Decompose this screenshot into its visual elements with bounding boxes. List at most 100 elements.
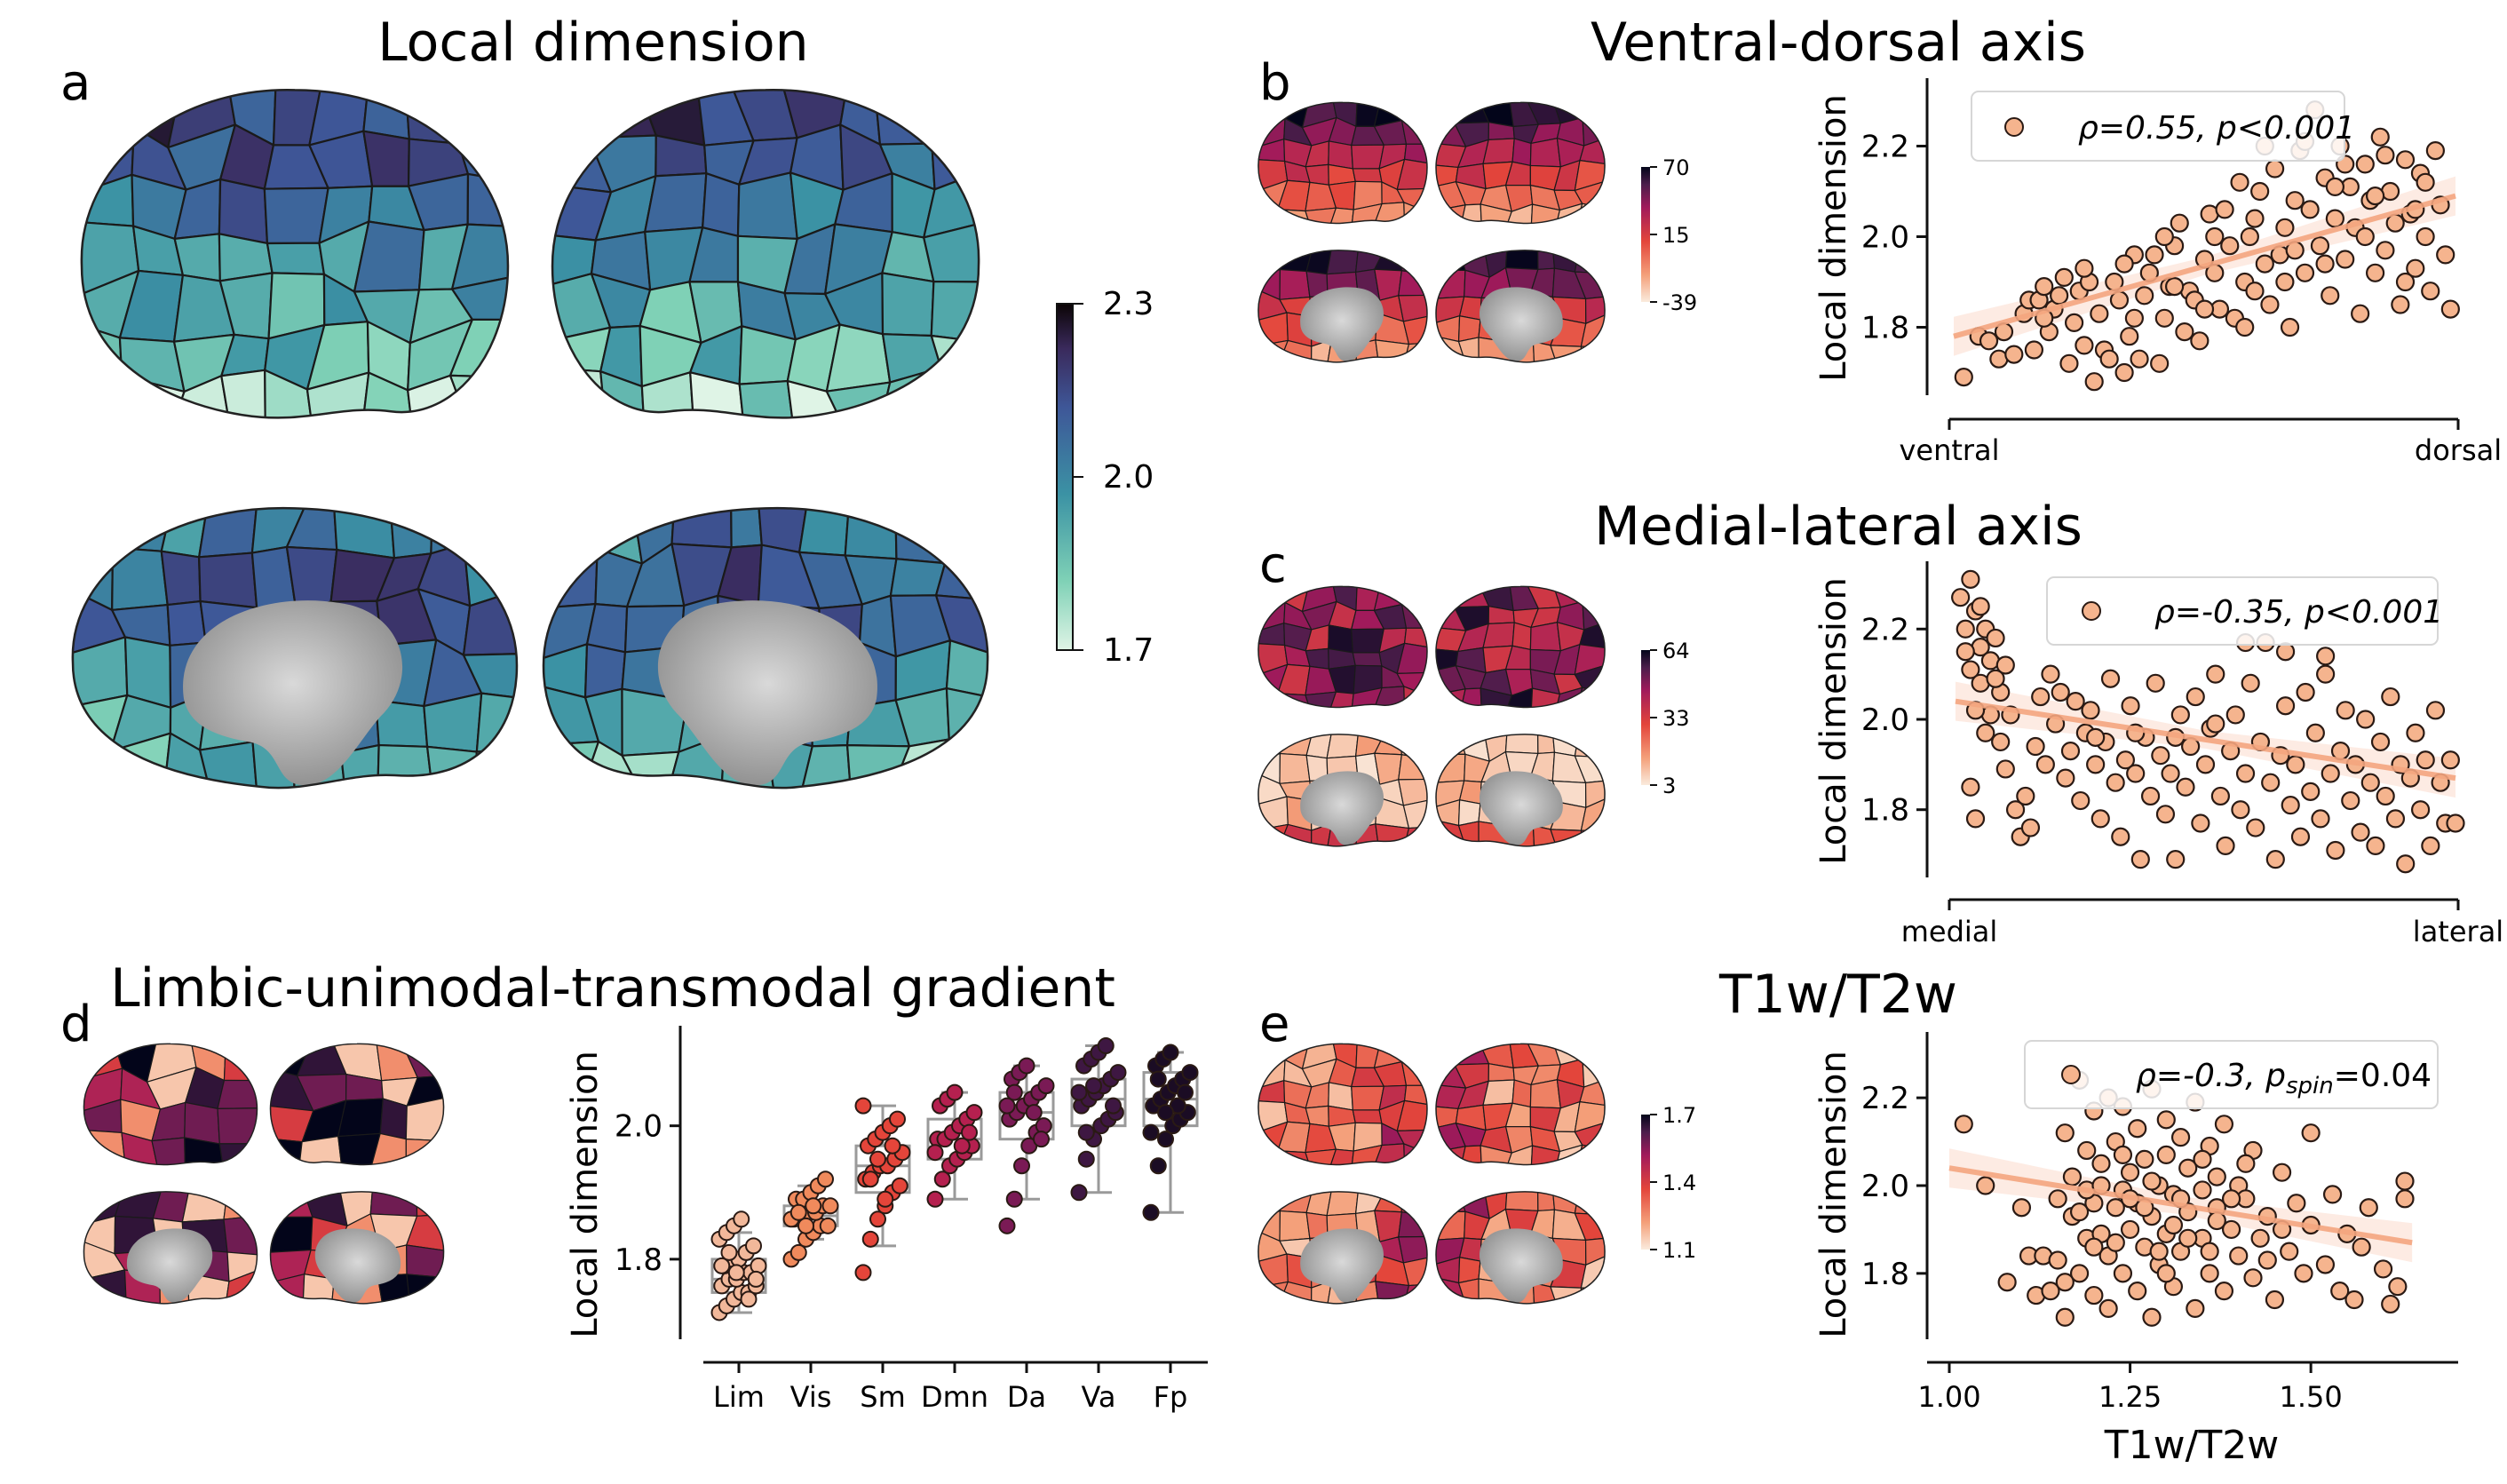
boxplot-d-ytick-0: 1.8	[615, 1242, 662, 1278]
scatter-c-point-70	[2241, 673, 2260, 693]
boxplot-d-point-sm-21	[884, 1137, 901, 1155]
boxplot-d-point-lim-16	[745, 1237, 762, 1255]
colorbar-e: 1.7 1.4 1.1	[1641, 1103, 1696, 1263]
scatter-e-point-103	[2142, 1171, 2162, 1191]
boxplot-d-point-dmn-15	[953, 1137, 971, 1155]
brain-a-right-medial	[542, 506, 989, 790]
scatter-b-point-97	[2325, 177, 2344, 196]
scatter-c-point-94	[2360, 773, 2380, 792]
scatter-c-point-98	[2381, 686, 2400, 707]
brain-b-right-lateral	[1435, 101, 1606, 225]
scatter-c-ytick-0: 1.8	[1861, 793, 1909, 829]
scatter-e-ytick-1: 2.0	[1861, 1169, 1909, 1204]
scatter-e-legend: ρ=-0.3, pspin=0.04	[2024, 1040, 2439, 1109]
scatter-b-point-82	[2395, 150, 2416, 170]
scatter-b-point-21	[2090, 304, 2109, 323]
title-a: Local dimension	[377, 12, 808, 74]
scatter-e-ylabel: Local dimension	[1813, 1051, 1854, 1338]
scatter-c-point-77	[2275, 696, 2296, 716]
scatter-e-point-0	[1954, 1115, 1973, 1134]
boxplot-d-xtick-1: Vis	[790, 1380, 832, 1414]
scatter-c-point-44	[2111, 827, 2130, 846]
brain-b-left-medial	[1257, 250, 1428, 363]
brain-e-left-lateral	[1257, 1043, 1428, 1166]
boxplot-d-point-sm-17	[854, 1097, 872, 1115]
scatter-e-point-84	[2373, 1259, 2393, 1279]
scatter-b-point-16	[2065, 313, 2084, 332]
boxplot-d-xtick-2: Sm	[860, 1380, 905, 1414]
scatter-b-point-70	[2336, 250, 2355, 269]
scatter-c-point-63	[2206, 664, 2225, 684]
boxplot-d-point-dmn-11	[965, 1104, 983, 1122]
scatter-e-point-92	[2163, 1215, 2184, 1235]
scatter-e-point-34	[2128, 1119, 2147, 1139]
scatter-b-point-100	[2235, 317, 2255, 337]
scatter-e-fit-line	[1948, 1165, 2413, 1246]
scatter-b-point-23	[2099, 349, 2119, 369]
boxplot-d-xtick-0: Lim	[713, 1380, 765, 1414]
scatter-e-point-81	[2344, 1290, 2364, 1310]
scatter-e-point-74	[2294, 1264, 2313, 1283]
brain-surfaces	[71, 89, 1606, 1305]
scatter-e-point-110	[2156, 1264, 2176, 1283]
scatter-b-point-80	[2385, 213, 2405, 233]
scatter-c-point-110	[2440, 750, 2460, 770]
brain-b-right-medial	[1435, 250, 1606, 363]
scatter-c-point-80	[2290, 827, 2311, 846]
brain-d-right-medial	[269, 1191, 445, 1305]
scatter-c-point-59	[2186, 686, 2205, 707]
scatter-c-point-54	[2161, 764, 2180, 783]
boxplot-d-point-da-18	[1005, 1083, 1023, 1101]
boxplot-d-xtick-3: Dmn	[921, 1380, 988, 1414]
scatter-e-point-3	[2011, 1198, 2032, 1218]
scatter-b-point-52	[2245, 282, 2265, 301]
scatter-b-point-5	[2004, 345, 2024, 364]
colorbar-b-tick-mid: 15	[1662, 223, 1690, 248]
scatter-b-ytick-1: 2.0	[1861, 220, 1909, 256]
scatter-c-point-71	[2246, 818, 2265, 837]
scatter-c-point-86	[2321, 764, 2340, 783]
scatter-e-point-87	[2395, 1189, 2415, 1209]
scatter-c-point-34	[2060, 741, 2081, 761]
scatter-b-point-87	[2421, 282, 2440, 301]
scatter-e-point-83	[2359, 1198, 2378, 1218]
scatter-e-xtick-0: 1.00	[1917, 1380, 1980, 1414]
scatter-c-ytick-2: 2.2	[1861, 612, 1909, 647]
scatter-b-point-30	[2135, 286, 2154, 306]
scatter-b-point-15	[2059, 353, 2079, 373]
title-d: Limbic-unimodal-transmodal gradient	[110, 957, 1115, 1020]
scatter-c-point-61	[2195, 755, 2216, 774]
scatter-c-point-19	[1971, 597, 1990, 616]
scatter-b-ylabel: Local dimension	[1813, 94, 1854, 382]
panel-letter-b: b	[1259, 54, 1291, 112]
scatter-c-point-35	[2066, 692, 2085, 711]
boxplot-d: Local dimension 1.8 2.0 Lim Vis Sm Dmn Da Va Fp	[565, 1026, 1208, 1414]
scatter-e-point-37	[2135, 1149, 2154, 1169]
boxplot-d-point-fp-14	[1162, 1044, 1179, 1061]
boxplot-d-point-vis-1	[789, 1243, 807, 1261]
colorbar-b-tick-bottom: -39	[1662, 290, 1697, 315]
scatter-e-point-104	[2113, 1145, 2133, 1165]
scatter-b-point-98	[2366, 186, 2385, 206]
boxplot-d-point-sm-16	[889, 1110, 906, 1128]
scatter-e-point-93	[2193, 1149, 2212, 1169]
boxplot-d-point-dmn-1	[933, 1171, 951, 1188]
scatter-e-point-1	[1976, 1176, 1995, 1195]
scatter-c-point-89	[2336, 701, 2355, 720]
scatter-e-point-72	[2280, 1242, 2299, 1261]
scatter-b-point-47	[2220, 236, 2240, 256]
scatter-c-point-28	[2031, 686, 2051, 707]
scatter-b-point-67	[2321, 286, 2340, 306]
scatter-b-point-86	[2416, 226, 2435, 247]
scatter-c-point-36	[2071, 790, 2090, 811]
boxplot-d-point-lim-21	[740, 1290, 758, 1308]
scatter-e-point-99	[2236, 1154, 2256, 1173]
boxplot-d-ytick-1: 2.0	[615, 1109, 662, 1145]
colorbar-c-tick-mid: 33	[1662, 706, 1690, 731]
scatter-e-point-15	[2069, 1264, 2090, 1283]
scatter-c-point-57	[2176, 777, 2195, 797]
boxplot-d-point-fp-2	[1157, 1131, 1174, 1148]
scatter-e-point-94	[2149, 1242, 2169, 1261]
scatter-c-point-82	[2301, 782, 2321, 801]
title-b: Ventral-dorsal axis	[1591, 12, 2086, 74]
